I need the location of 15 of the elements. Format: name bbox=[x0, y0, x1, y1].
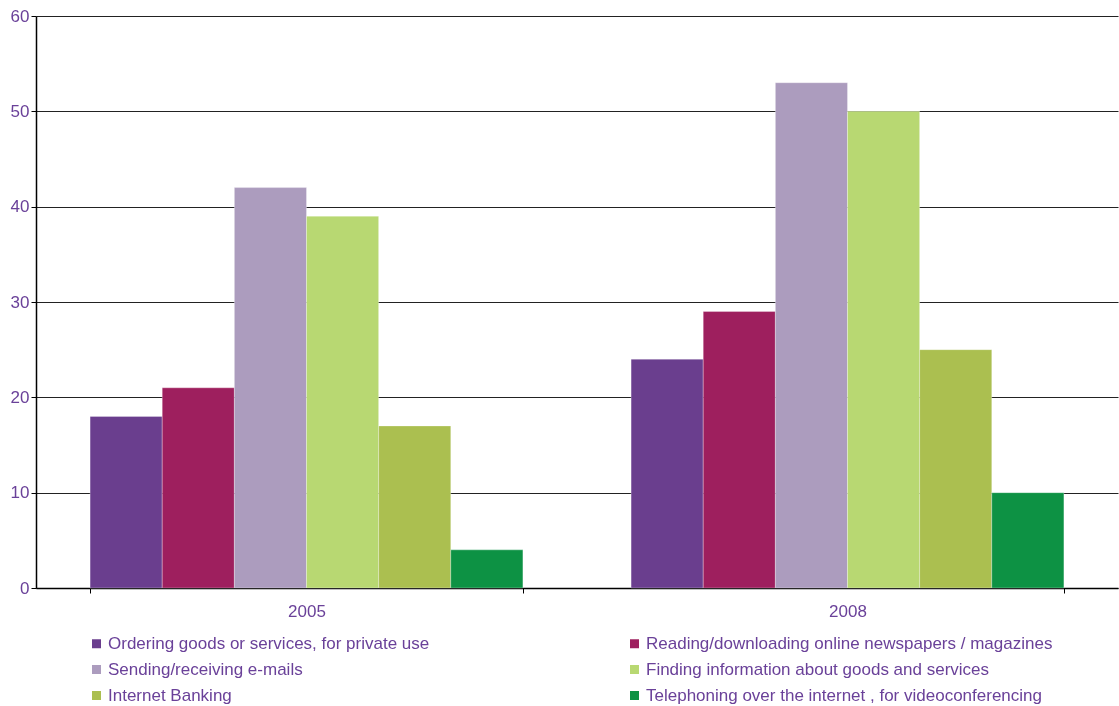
y-tick-label: 50 bbox=[10, 101, 30, 121]
y-tick-label: 0 bbox=[20, 578, 30, 598]
legend-label: Internet Banking bbox=[108, 685, 232, 705]
x-tick-label: 2008 bbox=[829, 601, 867, 621]
y-tick-label: 10 bbox=[10, 483, 30, 503]
y-tick-label: 30 bbox=[10, 292, 30, 312]
legend-label: Telephoning over the internet , for videoconferencing bbox=[646, 685, 1042, 705]
x-tick-label: 2005 bbox=[288, 601, 326, 621]
legend-label: Reading/downloading online newspapers / magazines bbox=[646, 633, 1053, 653]
y-tick-label: 20 bbox=[10, 387, 30, 407]
legend-label: Finding information about goods and services bbox=[646, 659, 990, 679]
legend-label: Sending/receiving e-mails bbox=[108, 659, 303, 679]
y-tick-label: 60 bbox=[10, 6, 30, 26]
legend-label: Ordering goods or services, for private use bbox=[108, 633, 430, 653]
y-tick-label: 40 bbox=[10, 197, 30, 217]
